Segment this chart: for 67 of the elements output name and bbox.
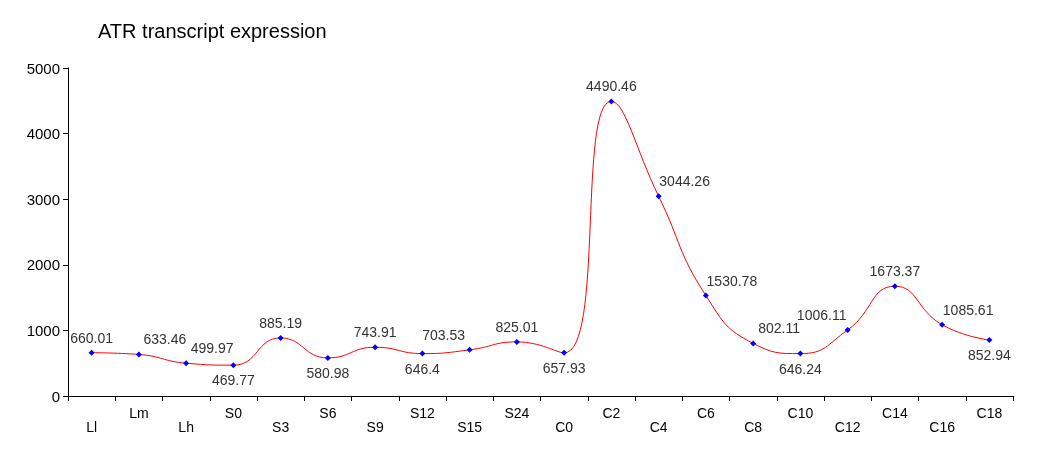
point — [513, 338, 520, 345]
point — [230, 362, 237, 369]
point — [419, 350, 426, 357]
point — [702, 292, 709, 299]
point — [750, 340, 757, 347]
x-tick-label: S15 — [457, 419, 483, 435]
point — [844, 327, 851, 333]
point — [88, 349, 95, 356]
point — [561, 349, 568, 356]
x-tick-label: C14 — [882, 405, 908, 421]
point — [797, 350, 804, 357]
point — [891, 283, 898, 290]
point — [608, 98, 615, 105]
x-tick-label: S9 — [366, 419, 384, 435]
y-tick-label: 1000 — [26, 321, 60, 339]
data-label: 825.01 — [495, 318, 539, 335]
data-label: 1006.11 — [796, 307, 847, 323]
point — [466, 346, 473, 353]
x-tick-label: S12 — [409, 405, 436, 421]
x-tick-label: C2 — [602, 405, 621, 421]
data-label: 3044.26 — [659, 173, 711, 190]
data-label: 885.19 — [259, 314, 303, 331]
chart-title: ATR transcript expression — [98, 20, 327, 42]
point — [939, 321, 946, 328]
x-tick-label: C8 — [744, 419, 763, 435]
point — [986, 337, 993, 344]
y-tick-label: 5000 — [26, 59, 60, 77]
x-tick-label: S24 — [504, 405, 530, 421]
x-tick-label: S0 — [224, 405, 243, 421]
data-label: 852.94 — [967, 347, 1011, 364]
point — [277, 334, 284, 341]
data-label: 646.24 — [778, 360, 822, 377]
data-label: 1085.61 — [942, 301, 994, 318]
data-label: 580.98 — [306, 364, 350, 381]
data-label: 646.4 — [404, 360, 441, 377]
data-label: 469.77 — [211, 372, 255, 389]
data-label: 743.91 — [353, 324, 397, 341]
y-tick-label: 3000 — [26, 190, 60, 208]
data-label: 1530.78 — [706, 272, 758, 289]
x-tick-label: Lh — [178, 419, 194, 435]
x-tick-label: C18 — [976, 405, 1003, 421]
point — [324, 354, 331, 361]
x-tick-label: C4 — [649, 419, 668, 435]
data-label: 4490.46 — [586, 78, 637, 95]
x-tick-label: C16 — [929, 419, 956, 435]
x-tick-label: Lm — [129, 405, 149, 421]
data-label: 657.93 — [542, 359, 586, 376]
data-label: 660.01 — [70, 329, 114, 346]
point — [135, 351, 142, 358]
data-label: 703.53 — [422, 326, 466, 343]
x-tick-label: S6 — [319, 405, 337, 421]
data-label: 802.11 — [758, 320, 801, 337]
x-tick-label: Ll — [86, 419, 98, 435]
point — [372, 344, 379, 351]
point — [655, 193, 662, 200]
y-tick-label: 4000 — [26, 125, 60, 143]
data-label: 499.97 — [190, 340, 234, 357]
x-tick-label: C10 — [787, 405, 814, 421]
y-tick-label: 0 — [51, 387, 60, 405]
x-tick-label: S3 — [272, 419, 290, 435]
x-tick-label: C0 — [555, 419, 574, 435]
point — [183, 360, 190, 367]
data-label: 633.46 — [143, 331, 187, 348]
x-tick-label: C6 — [696, 405, 716, 421]
data-label: 1673.37 — [869, 263, 921, 280]
y-tick-label: 2000 — [26, 256, 60, 274]
x-tick-label: C12 — [834, 419, 861, 435]
